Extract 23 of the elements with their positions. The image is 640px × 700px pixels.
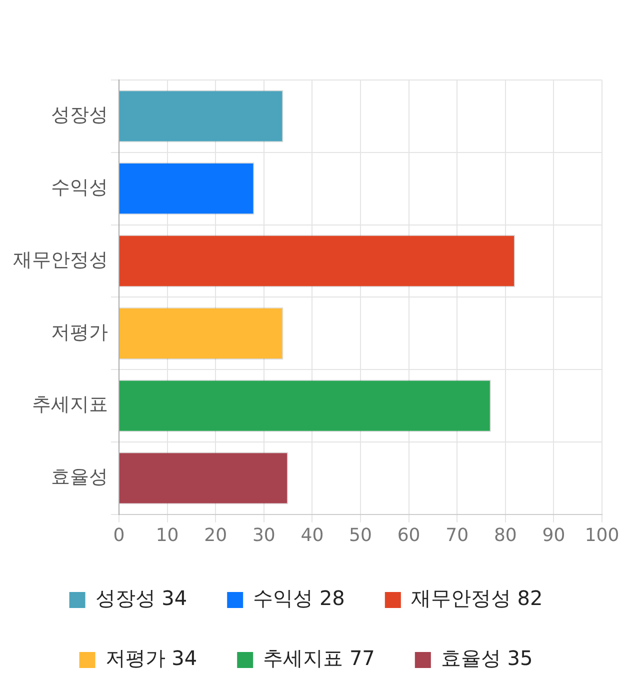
legend-label: 수익성 28 bbox=[253, 586, 345, 610]
x-tick-label: 50 bbox=[349, 524, 372, 546]
y-tick-label: 성장성 bbox=[51, 104, 108, 126]
x-tick-label: 60 bbox=[397, 524, 420, 546]
legend-label: 추세지표 77 bbox=[263, 646, 375, 670]
legend-label: 저평가 34 bbox=[105, 646, 198, 670]
y-tick-label: 효율성 bbox=[51, 466, 108, 488]
x-tick-label: 100 bbox=[584, 524, 620, 546]
x-tick-label: 80 bbox=[494, 524, 517, 546]
x-tick-label: 0 bbox=[113, 524, 125, 546]
legend-label: 성장성 34 bbox=[95, 586, 188, 610]
x-tick-label: 20 bbox=[204, 524, 228, 546]
y-tick-label: 저평가 bbox=[51, 321, 108, 344]
y-tick-label: 재무안정성 bbox=[13, 248, 108, 271]
x-tick-label: 70 bbox=[446, 524, 469, 546]
x-tick-label: 90 bbox=[542, 524, 566, 546]
legend-label: 효율성 35 bbox=[440, 646, 533, 670]
x-tick-label: 10 bbox=[156, 524, 179, 546]
legend-label: 재무안정성 82 bbox=[410, 586, 543, 610]
y-tick-label: 수익성 bbox=[51, 176, 108, 199]
x-tick-label: 30 bbox=[252, 524, 276, 546]
x-tick-label: 40 bbox=[300, 524, 324, 546]
y-tick-label: 추세지표 bbox=[32, 394, 108, 416]
